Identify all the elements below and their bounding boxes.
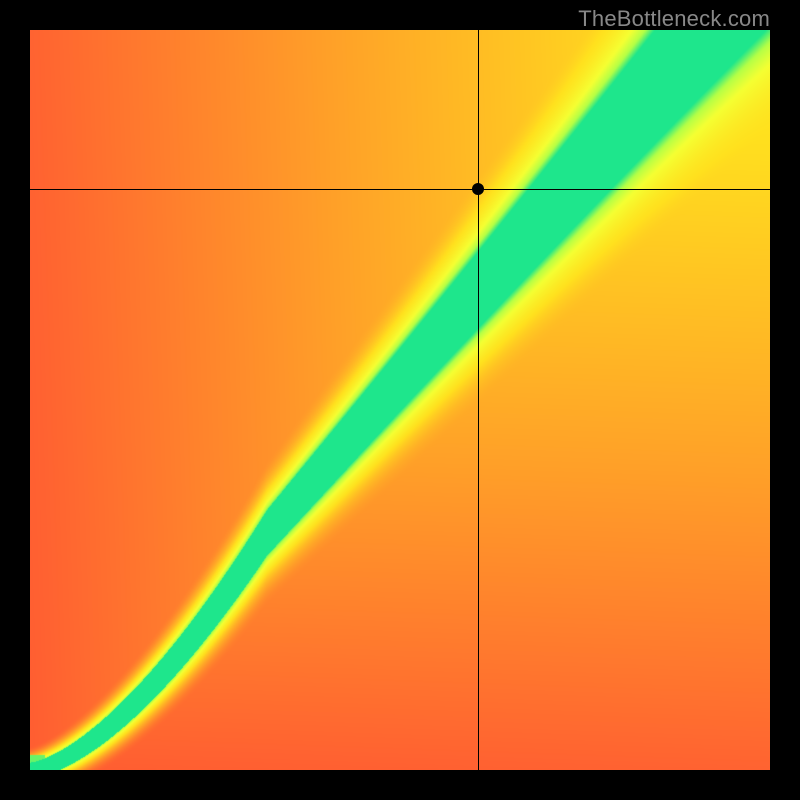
heatmap-plot <box>30 30 770 770</box>
watermark-text: TheBottleneck.com <box>578 6 770 32</box>
crosshair-horizontal <box>30 189 770 190</box>
chart-container: TheBottleneck.com <box>0 0 800 800</box>
crosshair-point <box>472 183 484 195</box>
crosshair-vertical <box>478 30 479 770</box>
heatmap-canvas <box>30 30 770 770</box>
